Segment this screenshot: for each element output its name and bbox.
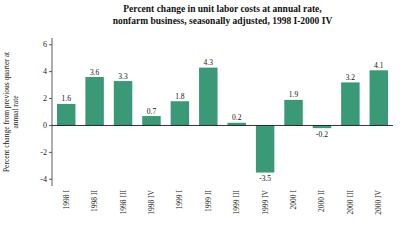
y-tick-label: 0 [43,121,47,130]
bar [142,116,160,125]
data-label: 3.3 [118,72,128,81]
y-axis-label-line: Percent change from previous quarter at [2,51,11,172]
bar [256,125,274,172]
x-tick-label: 2000 II [317,190,326,212]
y-tick [49,125,52,126]
bar [114,81,132,125]
data-label: 4.1 [374,61,384,70]
bar [370,70,388,125]
x-tick-label: 2000 III [346,190,355,215]
y-tick-label: -2 [40,148,47,157]
y-tick [49,152,52,153]
bar [341,82,359,125]
y-tick [49,179,52,180]
zero-line [52,125,393,126]
bar [171,101,189,125]
y-tick [49,71,52,72]
x-tick-label: 1998 II [90,190,99,212]
data-label: 3.2 [346,73,356,82]
bar [199,68,217,126]
y-axis-line [52,38,53,186]
chart-container: Percent change in unit labor costs at an… [0,0,401,238]
bar [57,104,75,126]
y-tick [49,44,52,45]
data-label: -3.5 [259,174,271,183]
page: {"chart_data": {"type": "bar", "title": … [0,0,401,238]
y-tick [49,98,52,99]
y-tick-label: -4 [40,175,47,184]
y-axis-label: Percent change from previous quarter ata… [2,51,20,172]
data-label: 1.9 [289,90,299,99]
title-line: Percent change in unit labor costs at an… [123,4,322,14]
bars [57,68,388,173]
title: Percent change in unit labor costs at an… [113,4,333,26]
y-axis-label-line: annual rate [11,95,20,129]
y-tick-label: 4 [43,67,47,76]
data-label: 1.8 [175,92,185,101]
x-tick-label: 1998 I [62,190,71,210]
x-tick-label: 2000 I [289,190,298,210]
bar [284,100,302,126]
x-tick-label: 1999 II [204,190,213,212]
x-tick-label: 1999 I [175,190,184,210]
x-tick-label: 1999 IV [261,189,270,214]
x-tick-label: 2000 IV [374,189,383,214]
y-tick-label: 6 [43,40,47,49]
x-tick-label: 1998 III [119,190,128,215]
y-tick-label: 2 [43,94,47,103]
data-label: 0.7 [147,107,157,116]
data-label: 1.6 [62,94,72,103]
x-tick-label: 1999 III [232,190,241,215]
data-label: 3.6 [90,68,100,77]
title-line: nonfarm business, seasonally adjusted, 1… [113,16,333,26]
data-label: 4.3 [204,58,214,67]
bar [313,125,331,128]
bar [227,123,245,126]
data-label: 0.2 [232,113,242,122]
x-tick-label: 1998 IV [147,189,156,214]
bar [85,77,103,125]
chart-svg: Percent change in unit labor costs at an… [0,0,401,238]
data-label: -0.2 [316,130,328,139]
